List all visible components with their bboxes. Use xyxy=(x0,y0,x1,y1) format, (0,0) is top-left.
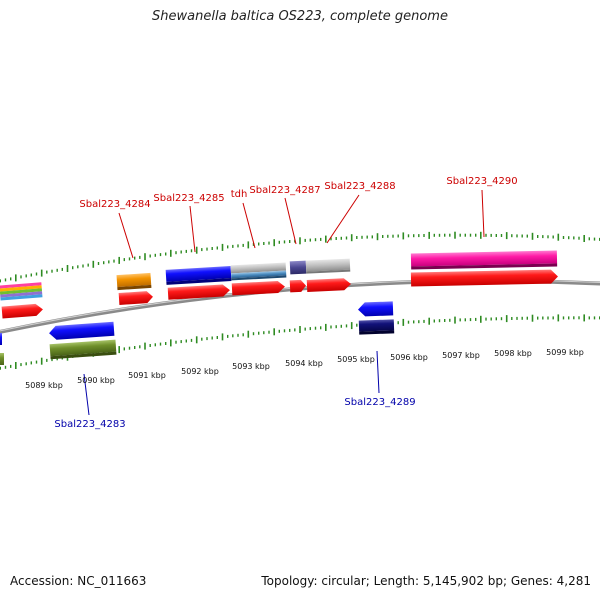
leader-4289 xyxy=(376,350,380,394)
feature-4287-4288 xyxy=(289,258,351,275)
scale-label: 5096 kbp xyxy=(390,353,428,362)
feature-4285 xyxy=(165,266,232,285)
cds-arrow-4288 xyxy=(306,278,351,292)
leader-4288 xyxy=(326,194,360,244)
accession-text: Accession: NC_011663 xyxy=(10,574,147,588)
scale-label: 5094 kbp xyxy=(285,359,323,368)
gene-labels: Sbal223_4284 Sbal223_4285 tdh Sbal223_42… xyxy=(54,176,517,430)
gene-label-4284: Sbal223_4284 xyxy=(79,199,150,210)
gene-label-4283: Sbal223_4283 xyxy=(54,419,125,430)
scale-label: 5089 kbp xyxy=(25,381,63,390)
label-leader-lines xyxy=(83,189,485,416)
scale-label: 5091 kbp xyxy=(128,371,166,380)
cds-arrow-4284 xyxy=(118,291,153,305)
feature-edge-left-blue xyxy=(0,333,2,345)
cds-arrow-tdh xyxy=(231,280,285,296)
forward-features xyxy=(0,250,558,319)
gene-label-tdh: tdh xyxy=(231,189,248,200)
feature-stack-left xyxy=(0,282,43,301)
feature-edge-left-olive xyxy=(0,353,4,365)
cds-arrow-left xyxy=(1,303,43,319)
gene-label-4290: Sbal223_4290 xyxy=(446,176,517,187)
feature-tdh xyxy=(230,262,287,281)
scale-label: 5095 kbp xyxy=(337,355,375,364)
cds-arrow-4289 xyxy=(358,301,394,317)
genome-summary-text: Topology: circular; Length: 5,145,902 bp… xyxy=(261,574,591,588)
reverse-features xyxy=(0,301,395,365)
cds-arrow-4285 xyxy=(167,284,230,300)
feature-4290 xyxy=(410,250,558,270)
cds-arrow-4287 xyxy=(289,279,306,293)
scale-label: 5098 kbp xyxy=(494,349,532,358)
scale-label: 5090 kbp xyxy=(77,376,115,385)
leader-4290 xyxy=(481,189,485,238)
leader-4285 xyxy=(189,205,196,253)
scale-label: 5093 kbp xyxy=(232,362,270,371)
outer-tick-ring xyxy=(0,231,600,283)
gene-label-4288: Sbal223_4288 xyxy=(324,181,395,192)
leader-4287 xyxy=(284,197,297,245)
leader-4284 xyxy=(118,212,134,259)
scale-label: 5099 kbp xyxy=(546,348,584,357)
map-title: Shewanella baltica OS223, complete genom… xyxy=(152,9,448,24)
leader-tdh xyxy=(242,202,256,249)
scale-label: 5092 kbp xyxy=(181,367,219,376)
feature-4283 xyxy=(49,339,117,360)
feature-4284 xyxy=(116,272,152,291)
scale-labels: 5089 kbp 5090 kbp 5091 kbp 5092 kbp 5093… xyxy=(25,348,584,390)
gene-label-4289: Sbal223_4289 xyxy=(344,397,415,408)
gene-label-4285: Sbal223_4285 xyxy=(153,193,224,204)
feature-4289 xyxy=(358,319,395,335)
scale-label: 5097 kbp xyxy=(442,351,480,360)
gene-label-4287: Sbal223_4287 xyxy=(249,185,320,196)
cds-arrow-4290 xyxy=(410,269,558,287)
cds-arrow-4283 xyxy=(49,321,115,340)
leader-4283 xyxy=(83,373,90,416)
